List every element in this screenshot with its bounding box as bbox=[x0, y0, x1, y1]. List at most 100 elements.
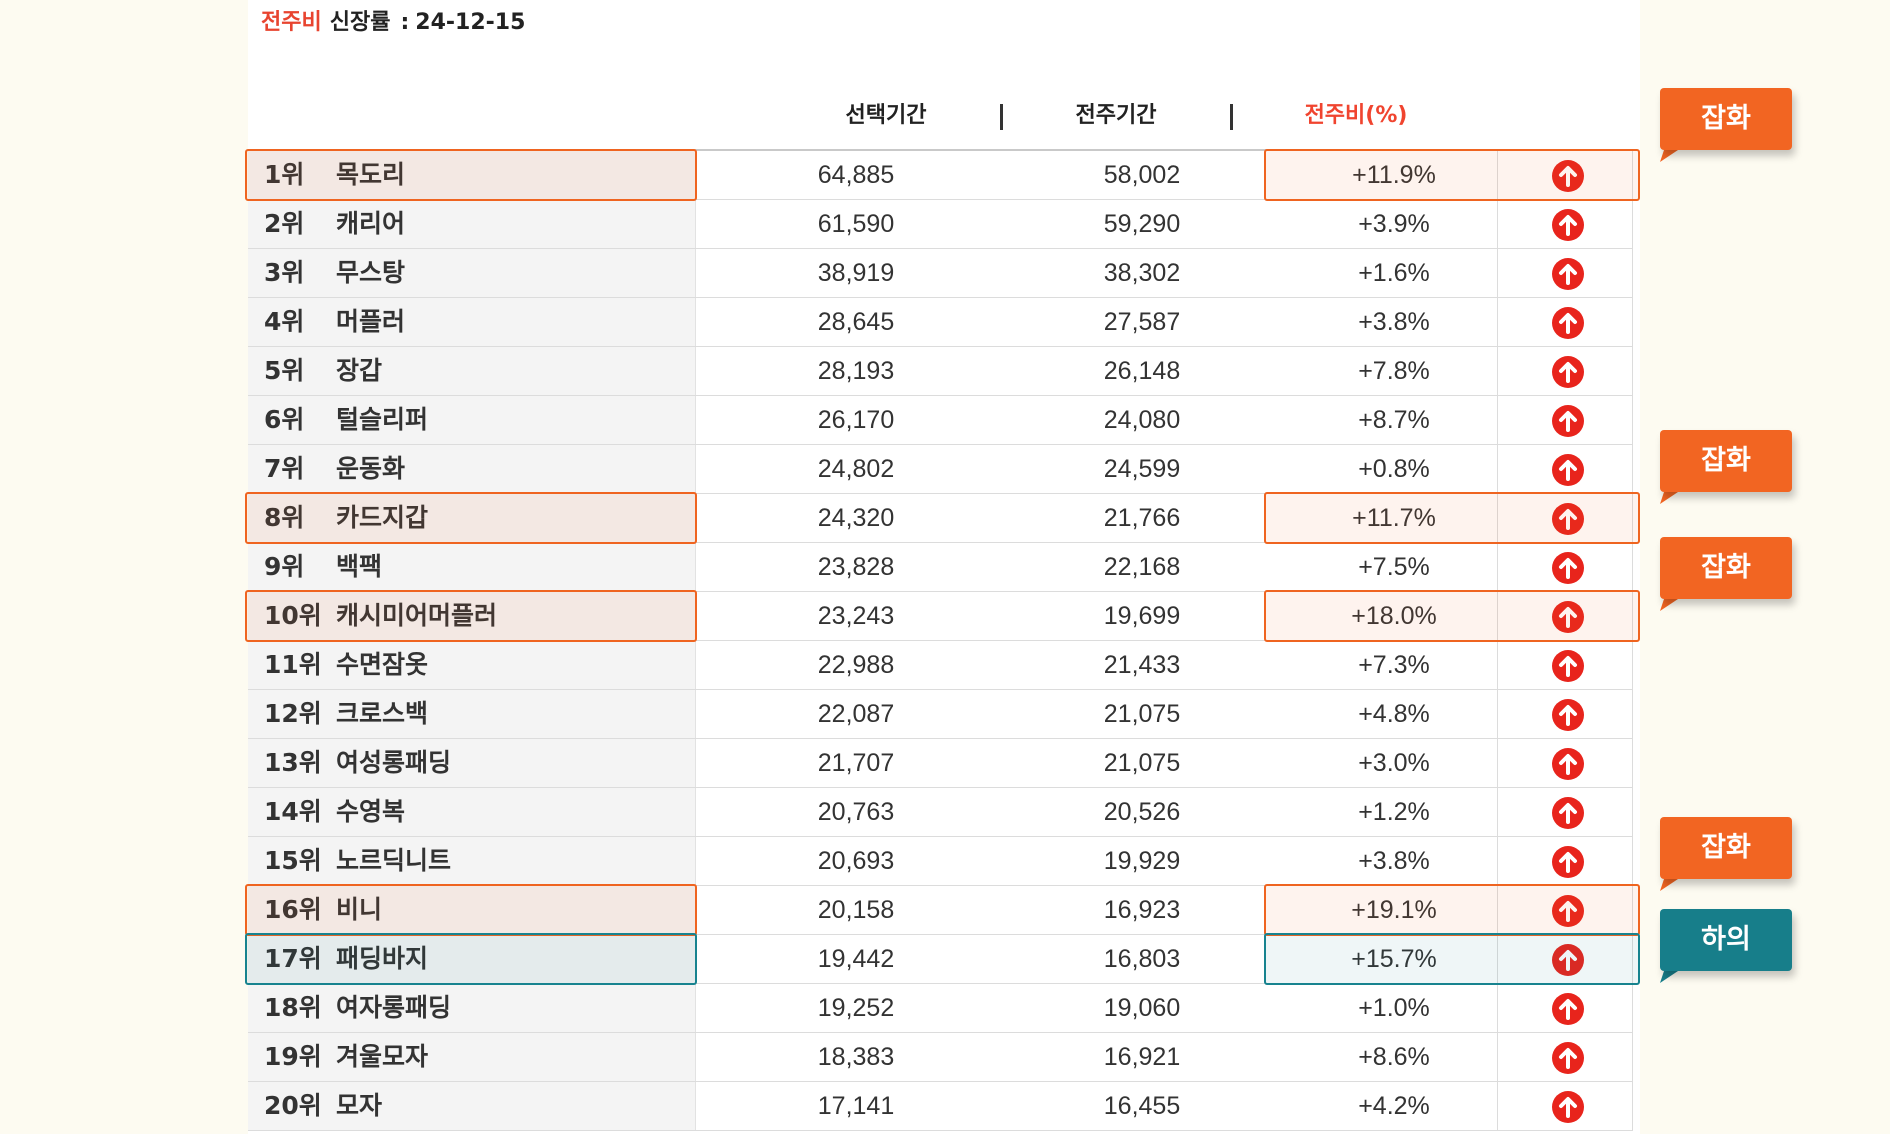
callout-label: 잡화 bbox=[1701, 832, 1751, 863]
trend-icon-cell bbox=[1497, 739, 1633, 787]
keyword-label: 백팩 bbox=[336, 552, 383, 581]
rank-label: 6위 bbox=[264, 405, 305, 434]
table-row: 4위 머플러 28,645 27,587 +3.8% bbox=[248, 298, 1633, 347]
change-highlight-box bbox=[1264, 590, 1640, 642]
trend-icon-cell bbox=[1497, 298, 1633, 346]
trend-icon-cell bbox=[1497, 935, 1633, 983]
table-row: 12위 크로스백 22,087 21,075 +4.8% bbox=[248, 690, 1633, 739]
table-row: 17위 패딩바지 19,442 16,803 +15.7% bbox=[248, 935, 1633, 984]
rank-label: 7위 bbox=[264, 454, 305, 483]
trend-icon-cell bbox=[1497, 592, 1633, 640]
previous-value: 16,921 bbox=[1103, 1043, 1181, 1071]
trend-icon-cell bbox=[1497, 788, 1633, 836]
rank-keyword-cell: 1위 목도리 bbox=[248, 151, 696, 199]
arrow-up-circle-icon bbox=[1552, 307, 1584, 339]
selected-value: 61,590 bbox=[817, 210, 895, 238]
keyword-label: 카드지갑 bbox=[336, 503, 429, 532]
category-callout: 잡화 bbox=[1660, 430, 1792, 504]
rank-keyword-cell: 2위 캐리어 bbox=[248, 200, 696, 248]
keyword-label: 무스탕 bbox=[336, 258, 406, 287]
change-percent: +4.8% bbox=[1358, 700, 1430, 728]
callout-bubble bbox=[1660, 88, 1792, 150]
arrow-up-circle-icon bbox=[1552, 797, 1584, 829]
selected-value: 21,707 bbox=[817, 749, 895, 777]
arrow-up-circle-icon bbox=[1552, 160, 1584, 192]
previous-value: 19,929 bbox=[1103, 847, 1181, 875]
change-percent: +3.8% bbox=[1358, 847, 1430, 875]
arrow-up-circle-icon bbox=[1552, 454, 1584, 486]
keyword-label: 수영복 bbox=[336, 797, 406, 826]
previous-value: 19,060 bbox=[1103, 994, 1181, 1022]
selected-value: 17,141 bbox=[817, 1092, 895, 1120]
change-highlight-box bbox=[1264, 492, 1640, 544]
selected-value: 64,885 bbox=[817, 161, 895, 189]
keyword-label: 모자 bbox=[336, 1091, 383, 1120]
change-highlight-box bbox=[1264, 149, 1640, 201]
rank-keyword-cell: 5위 장갑 bbox=[248, 347, 696, 395]
previous-value: 59,290 bbox=[1103, 210, 1181, 238]
rank-keyword-cell: 11위 수면잠옷 bbox=[248, 641, 696, 689]
keyword-label: 캐리어 bbox=[336, 209, 406, 238]
rank-label: 2위 bbox=[264, 209, 305, 238]
table-row: 3위 무스탕 38,919 38,302 +1.6% bbox=[248, 249, 1633, 298]
table-row: 10위 캐시미어머플러 23,243 19,699 +18.0% bbox=[248, 592, 1633, 641]
change-percent: +11.9% bbox=[1352, 161, 1436, 189]
category-callout: 하의 bbox=[1660, 909, 1792, 983]
change-percent: +1.0% bbox=[1358, 994, 1430, 1022]
selected-value: 20,763 bbox=[817, 798, 895, 826]
selected-value: 24,802 bbox=[817, 455, 895, 483]
change-percent: +3.9% bbox=[1358, 210, 1430, 238]
rank-keyword-cell: 13위 여성롱패딩 bbox=[248, 739, 696, 787]
change-highlight-box bbox=[1264, 884, 1640, 936]
previous-value: 16,455 bbox=[1103, 1092, 1181, 1120]
selected-value: 23,243 bbox=[817, 602, 895, 630]
column-header-change: 전주비(%) bbox=[1304, 103, 1408, 128]
change-percent: +7.3% bbox=[1358, 651, 1430, 679]
category-callout: 잡화 bbox=[1660, 88, 1792, 162]
trend-icon-cell bbox=[1497, 641, 1633, 689]
trend-icon-cell bbox=[1497, 200, 1633, 248]
arrow-up-circle-icon bbox=[1552, 748, 1584, 780]
change-percent: +11.7% bbox=[1352, 504, 1436, 532]
rank-keyword-cell: 18위 여자롱패딩 bbox=[248, 984, 696, 1032]
category-callout: 잡화 bbox=[1660, 537, 1792, 611]
rank-label: 10위 bbox=[264, 601, 322, 630]
arrow-up-circle-icon bbox=[1552, 993, 1584, 1025]
change-highlight-box bbox=[1264, 933, 1640, 985]
rank-keyword-cell: 16위 비니 bbox=[248, 886, 696, 934]
trend-icon-cell bbox=[1497, 984, 1633, 1032]
arrow-up-circle-icon bbox=[1552, 405, 1584, 437]
callout-bubble bbox=[1660, 909, 1792, 971]
change-percent: +7.5% bbox=[1358, 553, 1430, 581]
header-divider bbox=[1230, 104, 1233, 130]
change-percent: +8.7% bbox=[1358, 406, 1430, 434]
trend-icon-cell bbox=[1497, 1082, 1633, 1130]
rank-keyword-cell: 6위 털슬리퍼 bbox=[248, 396, 696, 444]
rank-keyword-cell: 4위 머플러 bbox=[248, 298, 696, 346]
trend-icon-cell bbox=[1497, 494, 1633, 542]
previous-value: 21,075 bbox=[1103, 700, 1181, 728]
trend-icon-cell bbox=[1497, 249, 1633, 297]
change-percent: +1.6% bbox=[1358, 259, 1430, 287]
change-percent: +19.1% bbox=[1351, 896, 1437, 924]
callout-bubble bbox=[1660, 537, 1792, 599]
callout-label: 하의 bbox=[1701, 924, 1751, 955]
previous-value: 27,587 bbox=[1103, 308, 1181, 336]
change-percent: +3.8% bbox=[1358, 308, 1430, 336]
keyword-label: 패딩바지 bbox=[336, 944, 429, 973]
change-percent: +4.2% bbox=[1358, 1092, 1430, 1120]
callout-label: 잡화 bbox=[1701, 552, 1751, 583]
selected-value: 24,320 bbox=[817, 504, 895, 532]
previous-value: 26,148 bbox=[1103, 357, 1181, 385]
rank-label: 12위 bbox=[264, 699, 322, 728]
arrow-up-circle-icon bbox=[1552, 846, 1584, 878]
rank-label: 19위 bbox=[264, 1042, 322, 1071]
trend-icon-cell bbox=[1497, 886, 1633, 934]
previous-value: 22,168 bbox=[1103, 553, 1181, 581]
change-percent: +3.0% bbox=[1358, 749, 1430, 777]
rank-keyword-cell: 8위 카드지갑 bbox=[248, 494, 696, 542]
rank-keyword-cell: 15위 노르딕니트 bbox=[248, 837, 696, 885]
arrow-up-circle-icon bbox=[1552, 895, 1584, 927]
rank-keyword-cell: 9위 백팩 bbox=[248, 543, 696, 591]
column-header-previous: 전주기간 bbox=[1075, 103, 1157, 128]
